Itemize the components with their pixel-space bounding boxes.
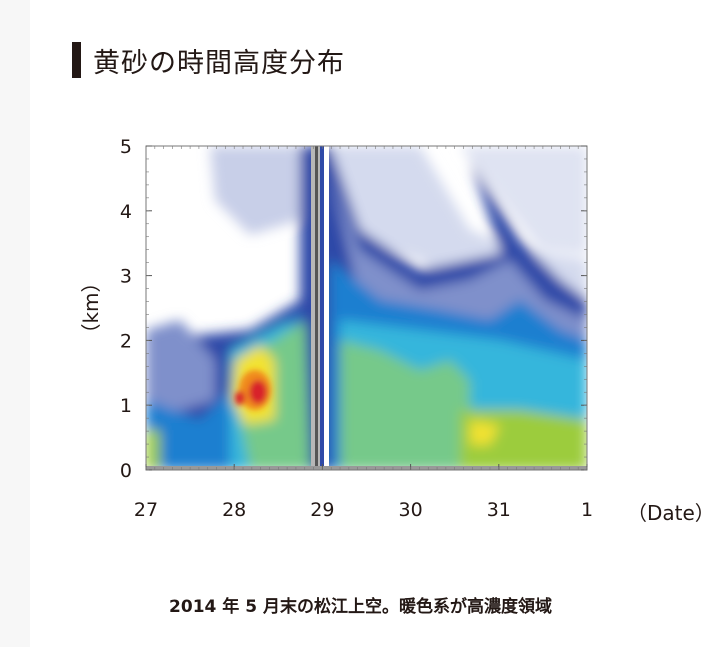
heatmap-yellow-small bbox=[470, 420, 500, 445]
heatmap-green-mid bbox=[340, 340, 470, 470]
heatmap-blue-streak bbox=[470, 160, 587, 320]
y-tick-label: 5 bbox=[120, 136, 132, 158]
section-header: 黄砂の時間高度分布 bbox=[72, 42, 345, 79]
heatmap-area bbox=[146, 146, 587, 470]
heatmap-field bbox=[146, 146, 587, 470]
heatmap-hotspot bbox=[235, 370, 271, 410]
data-gap-core bbox=[315, 146, 318, 470]
x-axis-label: （Date） bbox=[627, 501, 715, 525]
x-tick-label: 29 bbox=[310, 499, 334, 521]
dust-heatmap-chart: 27 28 29 30 31 1 0 1 2 3 4 5 （km） （Date） bbox=[79, 136, 715, 525]
heatmap-upper-faint-left bbox=[210, 146, 300, 235]
title-marker bbox=[72, 42, 81, 78]
y-tick-label: 2 bbox=[120, 330, 132, 352]
x-tick-label: 1 bbox=[581, 499, 593, 521]
data-gap-white bbox=[324, 146, 329, 470]
heatmap-lightblue-left bbox=[146, 320, 215, 420]
heatmap-red-minor bbox=[235, 391, 245, 405]
y-tick-label: 3 bbox=[120, 266, 132, 288]
heatmap-upper-faint-far bbox=[460, 146, 587, 255]
page-title: 黄砂の時間高度分布 bbox=[93, 47, 345, 79]
y-axis: 0 1 2 3 4 5 bbox=[120, 136, 587, 482]
y-axis-label: （km） bbox=[79, 272, 103, 343]
y-tick-label: 1 bbox=[120, 395, 132, 417]
y-tick-label: 4 bbox=[120, 201, 132, 223]
x-tick-label: 28 bbox=[222, 499, 246, 521]
y-tick-label: 0 bbox=[120, 460, 132, 482]
x-tick-label: 31 bbox=[487, 499, 511, 521]
x-tick-label: 27 bbox=[134, 499, 158, 521]
figure-caption: 2014 年 5 月末の松江上空。暖色系が高濃度領域 bbox=[169, 597, 552, 617]
heatmap-green-edge bbox=[146, 430, 160, 470]
data-gap-blue bbox=[320, 146, 324, 470]
heatmap-red-core bbox=[249, 380, 267, 404]
x-axis: 27 28 29 30 31 1 bbox=[134, 146, 593, 521]
x-tick-label: 30 bbox=[399, 499, 423, 521]
